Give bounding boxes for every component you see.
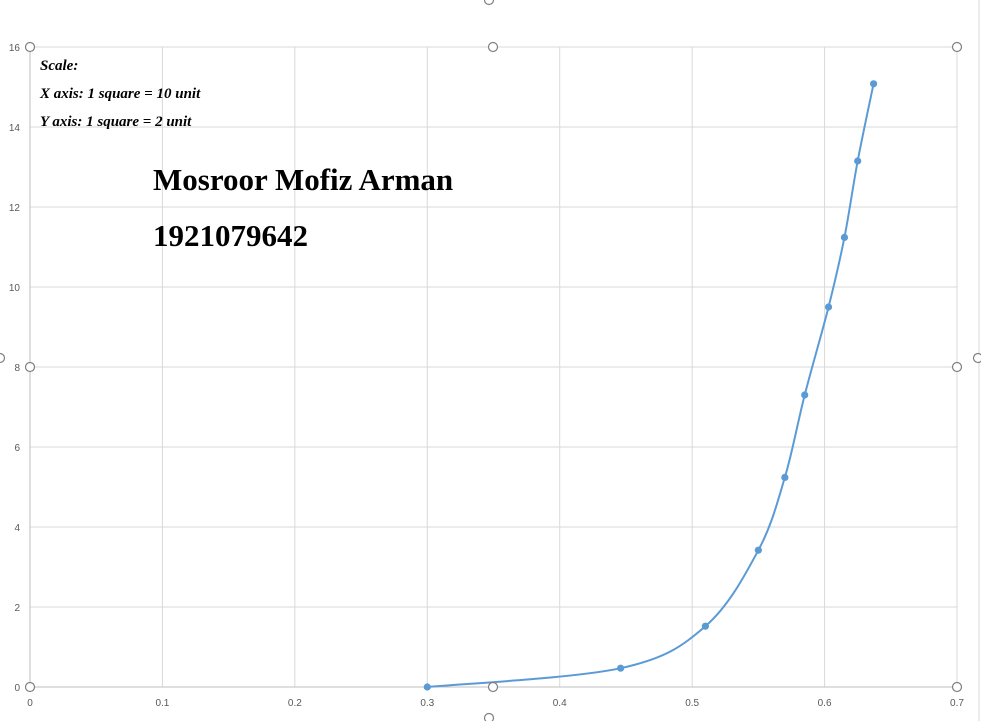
x-tick-label: 0.6: [818, 698, 832, 709]
y-tick-label: 8: [14, 363, 20, 374]
x-scale-note: X axis: 1 square = 10 unit: [39, 86, 201, 102]
resize-handle[interactable]: [24, 361, 36, 373]
scale-annotation: Scale: X axis: 1 square = 10 unit Y axis…: [39, 58, 201, 130]
y-tick-label: 0: [14, 683, 20, 694]
data-point: [801, 391, 809, 399]
resize-handle[interactable]: [0, 352, 6, 364]
id-number: 1921079642: [153, 218, 308, 253]
y-tick-label: 16: [9, 43, 21, 54]
resize-handle[interactable]: [972, 352, 981, 364]
resize-handle[interactable]: [487, 681, 499, 693]
x-tick-label: 0.7: [950, 698, 964, 709]
resize-handle[interactable]: [483, 0, 495, 6]
x-tick-label: 0: [27, 698, 33, 709]
y-tick-label: 6: [14, 443, 20, 454]
data-point: [701, 622, 709, 630]
resize-handle[interactable]: [24, 41, 36, 53]
resize-handle[interactable]: [951, 681, 963, 693]
series-line: [427, 83, 875, 688]
y-tick-label: 4: [14, 523, 20, 534]
data-point: [754, 546, 762, 554]
resize-handle[interactable]: [483, 712, 495, 721]
resize-handle[interactable]: [951, 41, 963, 53]
y-tick-label: 12: [9, 203, 21, 214]
x-tick-label: 0.3: [420, 698, 434, 709]
data-point: [617, 664, 625, 672]
y-scale-note: Y axis: 1 square = 2 unit: [40, 114, 192, 130]
resize-handle[interactable]: [487, 41, 499, 53]
author-name: Mosroor Mofiz Arman: [153, 162, 453, 197]
data-series: [423, 80, 878, 691]
resize-handle[interactable]: [951, 361, 963, 373]
scale-label: Scale:: [40, 58, 78, 74]
data-point: [854, 157, 862, 165]
data-point: [423, 683, 431, 691]
data-point: [869, 80, 878, 88]
data-point: [781, 473, 789, 481]
tick-labels: 0 0.1 0.2 0.3 0.4 0.5 0.6 0.7 0 2 4 6 8 10 12 14 16: [9, 43, 965, 709]
x-tick-label: 0.1: [155, 698, 169, 709]
x-tick-label: 0.5: [685, 698, 699, 709]
resize-handle[interactable]: [24, 681, 36, 693]
x-tick-label: 0.4: [553, 698, 567, 709]
y-tick-label: 10: [9, 283, 21, 294]
y-tick-label: 14: [9, 123, 21, 134]
data-point: [840, 233, 849, 241]
x-tick-label: 0.2: [288, 698, 302, 709]
y-tick-label: 2: [14, 603, 20, 614]
data-point: [824, 303, 833, 311]
